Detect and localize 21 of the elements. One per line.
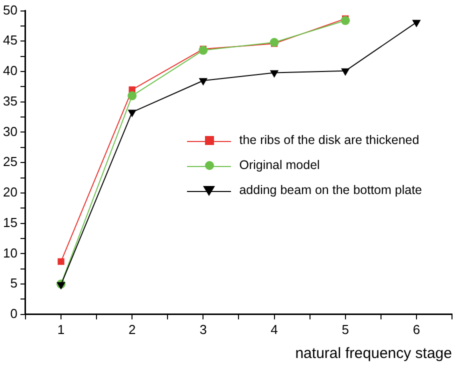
legend-label: Original model [239,157,320,174]
y-tick-label: 0 [10,306,18,321]
y-tick-label: 20 [2,184,18,200]
x-tick-label: 4 [270,322,278,337]
x-tick-label: 2 [128,322,136,337]
y-tick-label: 25 [2,154,18,170]
y-tick-label: 50 [2,2,18,18]
x-tick-label: 1 [57,322,65,337]
y-tick-label: 10 [2,245,18,260]
y-tick-label: 5 [10,276,18,291]
legend-label: adding beam on the bottom plate [239,182,422,199]
x-tick-label: 3 [200,322,207,337]
x-axis-title: natural frequency stage [295,345,452,362]
y-tick-label: 15 [2,214,18,230]
x-tick-label: 5 [342,322,349,337]
y-tick-label: 45 [2,32,18,48]
y-tick-label: 40 [2,63,18,78]
y-tick-label: 35 [2,93,18,108]
x-tick-label: 6 [412,322,420,337]
y-tick-label: 30 [2,124,18,139]
legend-label: the ribs of the disk are thickened [239,132,420,149]
